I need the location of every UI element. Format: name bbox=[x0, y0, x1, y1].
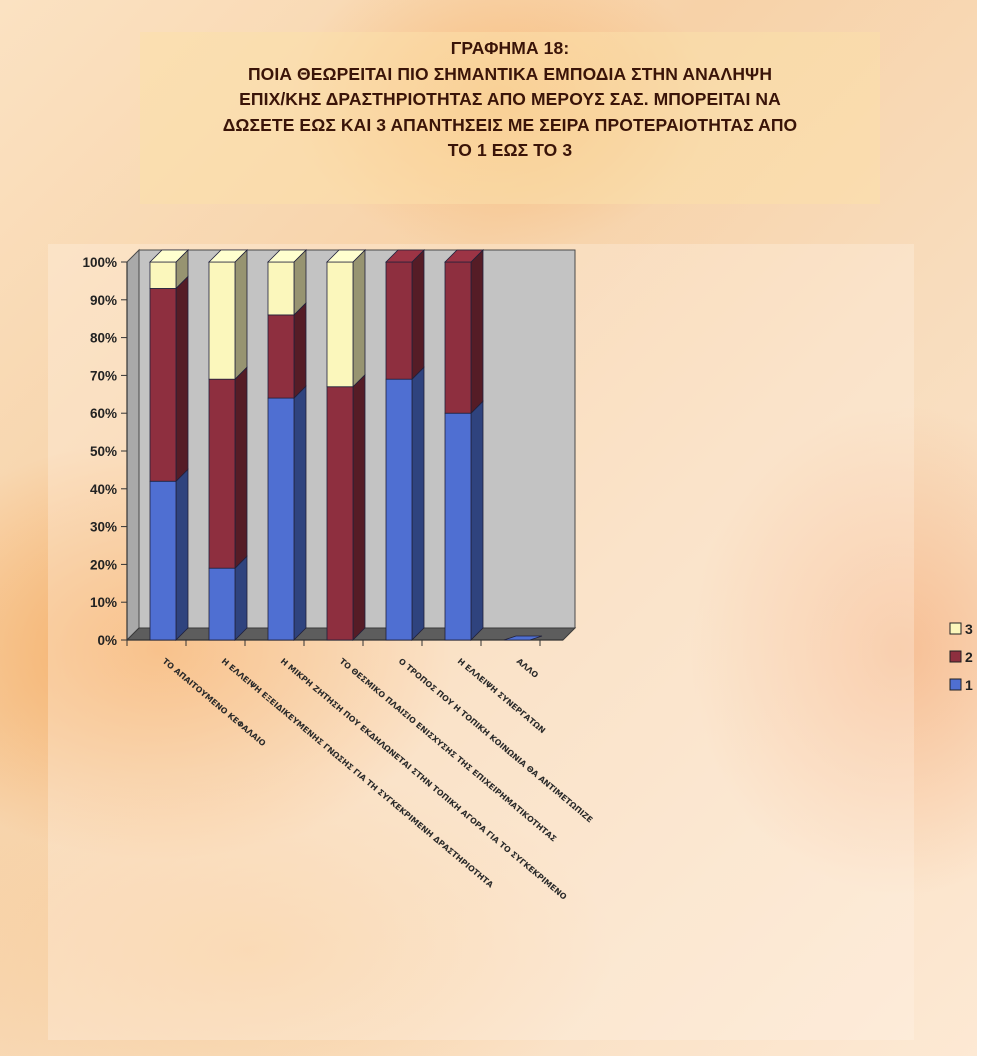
y-tick-label: 30% bbox=[90, 520, 117, 535]
y-tick-label: 40% bbox=[90, 482, 117, 497]
bar-segment-s2-c2 bbox=[208, 378, 236, 569]
bar-segment-s3-c1 bbox=[149, 261, 177, 289]
y-tick-label: 70% bbox=[90, 368, 117, 383]
chart-title: ΓΡΑΦΗΜΑ 18: ΠΟΙΑ ΘΕΩΡΕΙΤΑΙ ΠΙΟ ΣΗΜΑΝΤΙΚΑ… bbox=[222, 38, 798, 160]
bar-side-s3-c2 bbox=[234, 249, 248, 381]
bar-side-s2-c6 bbox=[470, 249, 484, 415]
title-background bbox=[140, 32, 880, 204]
x-category-label: ΑΛΛΟ bbox=[515, 657, 540, 680]
bar-side-s1-c3 bbox=[293, 385, 307, 641]
legend-label-2: 2 bbox=[965, 649, 973, 665]
bar-segment-s1-c6 bbox=[444, 412, 472, 641]
bar-side-s2-c4 bbox=[352, 373, 366, 641]
bar-segment-s3-c4 bbox=[326, 261, 354, 388]
bar-top-c1 bbox=[149, 249, 189, 263]
legend-label-3: 3 bbox=[965, 621, 973, 637]
y-tick-label: 100% bbox=[82, 255, 117, 270]
bar-segment-s2-c4 bbox=[326, 386, 354, 641]
chart-side-wall bbox=[126, 248, 140, 642]
y-tick-label: 90% bbox=[90, 293, 117, 308]
bar-segment-s2-c3 bbox=[267, 314, 295, 399]
legend-swatch-2 bbox=[949, 650, 962, 663]
bar-segment-s1-c1 bbox=[149, 480, 177, 641]
legend-label-1: 1 bbox=[965, 677, 973, 693]
bar-side-s2-c5 bbox=[411, 249, 425, 381]
bar-top-c6 bbox=[444, 249, 484, 263]
bar-segment-s2-c6 bbox=[444, 261, 472, 414]
bar-side-s2-c2 bbox=[234, 366, 248, 570]
bar-top-c2 bbox=[208, 249, 248, 263]
y-tick-label: 20% bbox=[90, 557, 117, 572]
y-tick-label: 50% bbox=[90, 444, 117, 459]
bar-top-c4 bbox=[326, 249, 366, 263]
bar-base-c7 bbox=[503, 635, 543, 641]
legend-swatch-3 bbox=[949, 622, 962, 635]
bar-segment-s1-c5 bbox=[385, 378, 413, 641]
x-category-label: Η ΜΙΚΡΗ ΖΗΤΗΣΗ ΠΟΥ ΕΚΔΗΛΩΝΕΤΑΙ ΣΤΗΝ ΤΟΠΙ… bbox=[279, 657, 569, 902]
page-edge bbox=[977, 0, 985, 1056]
bar-segment-s2-c5 bbox=[385, 261, 413, 380]
bar-segment-s3-c2 bbox=[208, 261, 236, 380]
bar-side-s2-c1 bbox=[175, 275, 189, 483]
x-category-label: ΤΟ ΘΕΣΜΙΚΟ ΠΛΑΙΣΙΟ ΕΝΙΣΧΥΣΗΣ ΤΗΣ ΕΠΙΧΕΙΡ… bbox=[338, 657, 558, 844]
y-tick-label: 60% bbox=[90, 406, 117, 421]
y-tick-label: 0% bbox=[97, 633, 117, 648]
x-category-label: ΤΟ ΑΠΑΙΤΟΥΜΕΝΟ ΚΕΦΑΛΑΙΟ bbox=[161, 657, 268, 749]
legend-swatch-1 bbox=[949, 678, 962, 691]
bar-side-s3-c4 bbox=[352, 249, 366, 388]
y-tick-label: 80% bbox=[90, 331, 117, 346]
bar-side-s1-c2 bbox=[234, 555, 248, 641]
bar-side-s2-c3 bbox=[293, 301, 307, 400]
bar-top-c3 bbox=[267, 249, 307, 263]
y-tick-label: 10% bbox=[90, 595, 117, 610]
x-category-label: Η ΕΛΛΕΙΨΗ ΕΞΕΙΔΙΚΕΥΜΕΝΗΣ ΓΝΩΣΗΣ ΓΙΑ ΤΗ Σ… bbox=[220, 657, 496, 890]
x-category-label: Ο ΤΡΟΠΟΣ ΠΟΥ Η ΤΟΠΙΚΗ ΚΟΙΝΩΝΙΑ ΘΑ ΑΝΤΙΜΕ… bbox=[397, 657, 595, 825]
bar-segment-s2-c1 bbox=[149, 288, 177, 482]
bar-segment-s1-c3 bbox=[267, 397, 295, 641]
bar-side-s1-c5 bbox=[411, 366, 425, 641]
bar-side-s1-c1 bbox=[175, 468, 189, 641]
bar-top-c5 bbox=[385, 249, 425, 263]
bar-segment-s3-c3 bbox=[267, 261, 295, 316]
bar-side-s1-c6 bbox=[470, 400, 484, 641]
bar-segment-s1-c2 bbox=[208, 567, 236, 641]
